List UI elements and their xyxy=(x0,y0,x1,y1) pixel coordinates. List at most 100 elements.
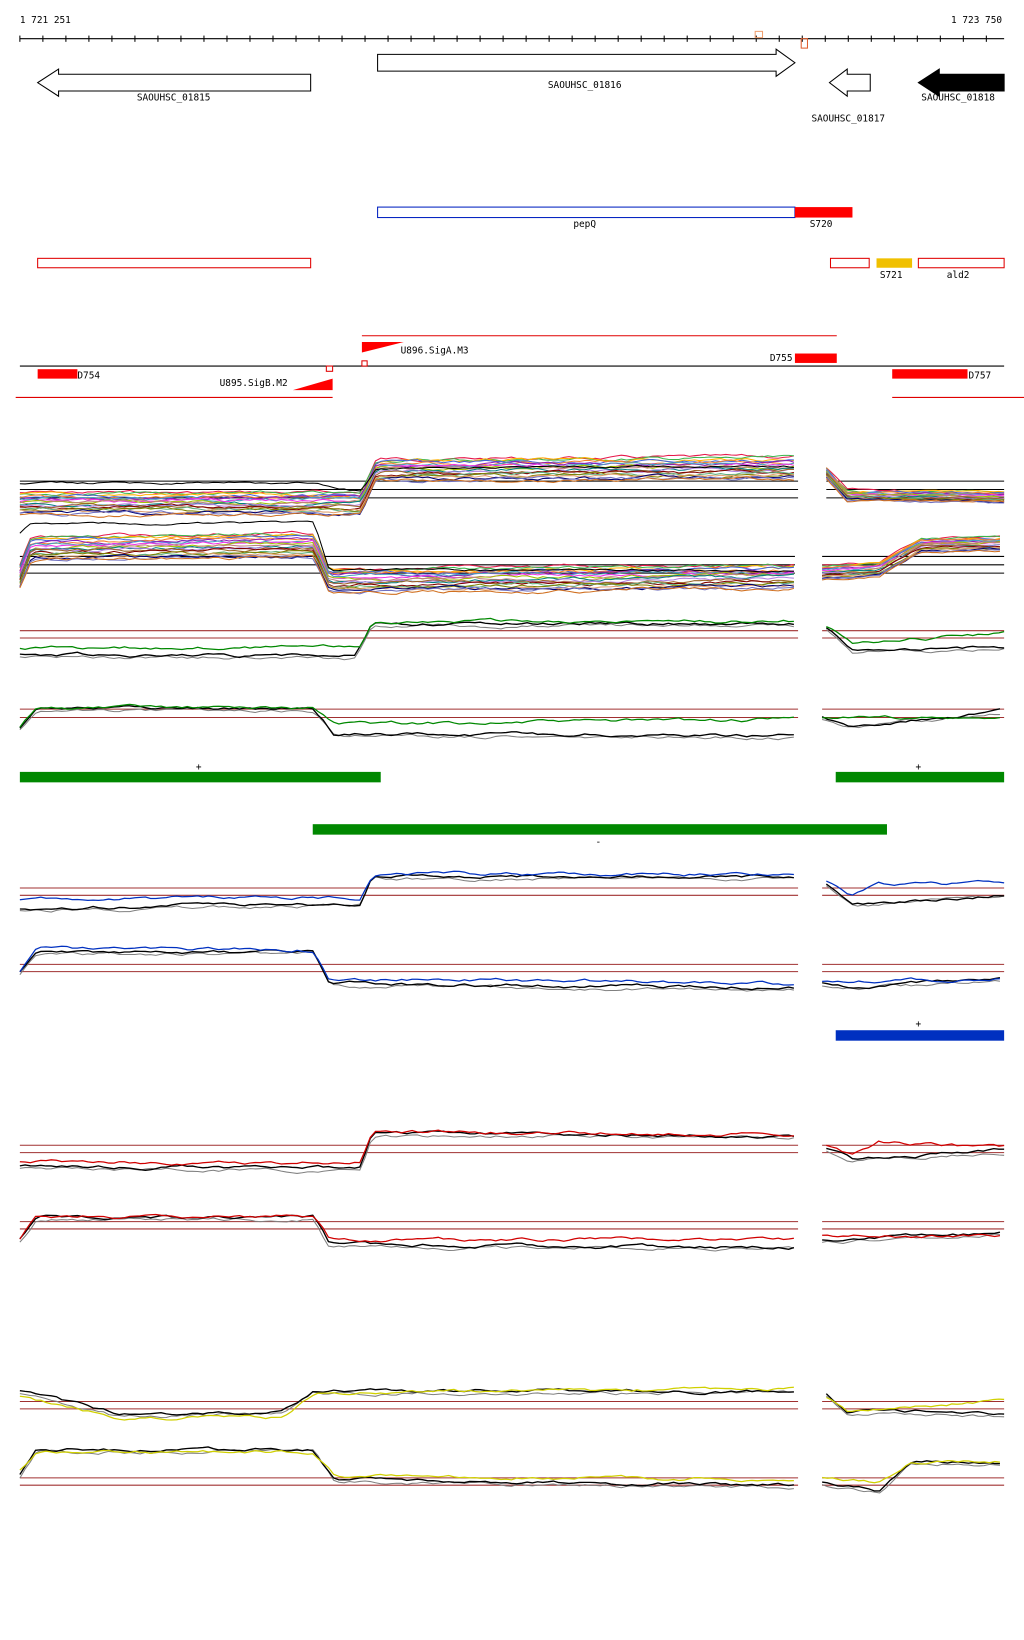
profile-line xyxy=(19,1449,794,1483)
profile-line xyxy=(19,473,794,514)
site-label: U895.SigB.M2 xyxy=(220,378,288,389)
profile-line xyxy=(826,626,1005,644)
feature-box xyxy=(794,207,853,218)
terminator xyxy=(794,353,837,363)
profile-line xyxy=(825,885,1005,907)
profile-line xyxy=(822,976,1001,990)
profile-line xyxy=(19,465,794,507)
profile-line xyxy=(822,546,1001,578)
profile-line xyxy=(19,461,794,503)
profile-line xyxy=(821,1463,1000,1494)
segment-bar xyxy=(835,1030,1005,1041)
ruler-ticks xyxy=(19,35,987,42)
profile-line xyxy=(19,949,795,991)
profile-line xyxy=(19,520,794,573)
profile-line xyxy=(825,629,1005,654)
strand-label: + xyxy=(916,1019,922,1030)
gene-label: SAOUHSC_01816 xyxy=(548,80,622,91)
profile-line xyxy=(19,1130,795,1171)
strand-label: + xyxy=(916,762,922,773)
gene-arrow xyxy=(36,68,312,98)
gene-arrow xyxy=(377,48,796,78)
profile-line xyxy=(19,464,794,492)
profile-line xyxy=(19,543,794,583)
profile-line xyxy=(822,715,1001,720)
profile-line xyxy=(822,538,1001,569)
feature-box xyxy=(829,257,870,269)
profile-line xyxy=(822,1459,1001,1484)
profile-line xyxy=(19,705,794,738)
profile-line xyxy=(826,1140,1005,1155)
profile-line xyxy=(19,539,794,578)
feature-label: S720 xyxy=(810,219,833,230)
promoter xyxy=(292,378,333,391)
gene-label: SAOUHSC_01817 xyxy=(811,113,885,124)
gene-arrow xyxy=(828,67,871,98)
segment-bar xyxy=(312,824,887,835)
profile-line xyxy=(19,707,794,741)
profile-line xyxy=(19,473,794,517)
terminator xyxy=(37,369,78,379)
profile-line xyxy=(19,703,794,728)
feature-box xyxy=(377,206,796,219)
profile-line xyxy=(19,623,794,661)
feature-label: S721 xyxy=(880,270,903,281)
profile-line xyxy=(19,1446,794,1487)
terminator xyxy=(892,369,968,379)
profile-line xyxy=(825,471,1005,497)
profile-line xyxy=(19,617,794,651)
profile-line xyxy=(825,474,1005,502)
profile-line xyxy=(826,1396,1005,1412)
profile-line xyxy=(822,549,1000,581)
profile-line xyxy=(19,554,795,595)
profile-line xyxy=(19,873,794,911)
profile-line xyxy=(825,883,1005,905)
profile-line xyxy=(822,1233,1001,1239)
marker xyxy=(361,360,368,367)
profile-line xyxy=(19,621,794,659)
strand-label: - xyxy=(595,837,601,848)
site-label: D755 xyxy=(770,353,793,364)
site-label: D754 xyxy=(77,371,100,382)
profile-line xyxy=(822,537,1001,569)
profile-line xyxy=(19,1129,794,1166)
profile-line xyxy=(826,879,1005,896)
site-label: D757 xyxy=(969,371,992,382)
marker xyxy=(325,365,334,372)
profile-line xyxy=(19,1134,795,1174)
profile-line xyxy=(19,466,794,508)
marker xyxy=(800,38,809,49)
gene-arrow xyxy=(917,68,1005,98)
profile-line xyxy=(19,1386,794,1421)
profile-line xyxy=(826,1147,1005,1160)
strand-label: + xyxy=(196,762,202,773)
profile-line xyxy=(19,476,794,518)
profile-line xyxy=(19,875,794,913)
profile-line xyxy=(822,1231,1001,1242)
profile-line xyxy=(822,977,1000,984)
segment-bar xyxy=(19,771,381,783)
site-label: U896.SigA.M3 xyxy=(401,346,469,357)
profile-line xyxy=(825,627,1005,652)
gene-label: SAOUHSC_01818 xyxy=(921,92,995,103)
promoter xyxy=(361,342,404,353)
profile-line xyxy=(19,1214,795,1250)
feature-box xyxy=(917,257,1005,269)
profile-line xyxy=(825,1395,1005,1418)
marker xyxy=(754,30,764,39)
profile-line xyxy=(19,463,794,504)
profile-line xyxy=(825,478,1005,503)
profile-line xyxy=(19,945,794,986)
segment-bar xyxy=(835,771,1005,783)
feature-label: pepQ xyxy=(573,219,596,230)
feature-box xyxy=(37,257,312,269)
profile-line xyxy=(19,1217,795,1252)
profile-line xyxy=(19,1213,794,1243)
ruler-end: 1 723 750 xyxy=(951,15,1002,26)
profile-line xyxy=(821,708,1001,728)
profile-line xyxy=(19,536,794,575)
profile-line xyxy=(822,544,1000,576)
expression-profiles xyxy=(19,453,1005,1494)
